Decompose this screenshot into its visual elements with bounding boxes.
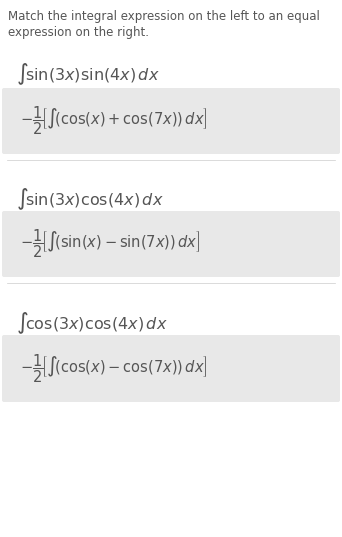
Text: $\int\!\cos(3x)\cos(4x)\,dx$: $\int\!\cos(3x)\cos(4x)\,dx$ [16, 310, 168, 336]
Text: $\int\!\sin(3x)\cos(4x)\,dx$: $\int\!\sin(3x)\cos(4x)\,dx$ [16, 186, 164, 212]
Text: $-\dfrac{1}{2}\!\left[\int\!(\sin(x)-\sin(7x))\,dx\right]$: $-\dfrac{1}{2}\!\left[\int\!(\sin(x)-\si… [20, 228, 200, 260]
Text: $-\dfrac{1}{2}\!\left[\int\!(\cos(x)-\cos(7x))\,dx\right]$: $-\dfrac{1}{2}\!\left[\int\!(\cos(x)-\co… [20, 352, 208, 385]
FancyBboxPatch shape [2, 88, 340, 154]
Text: expression on the right.: expression on the right. [8, 26, 149, 39]
Text: $-\dfrac{1}{2}\!\left[\int\!(\cos(x)+\cos(7x))\,dx\right]$: $-\dfrac{1}{2}\!\left[\int\!(\cos(x)+\co… [20, 105, 208, 137]
Text: $\int\!\sin(3x)\sin(4x)\,dx$: $\int\!\sin(3x)\sin(4x)\,dx$ [16, 61, 160, 87]
Text: Match the integral expression on the left to an equal: Match the integral expression on the lef… [8, 10, 320, 23]
FancyBboxPatch shape [2, 211, 340, 277]
FancyBboxPatch shape [2, 335, 340, 402]
